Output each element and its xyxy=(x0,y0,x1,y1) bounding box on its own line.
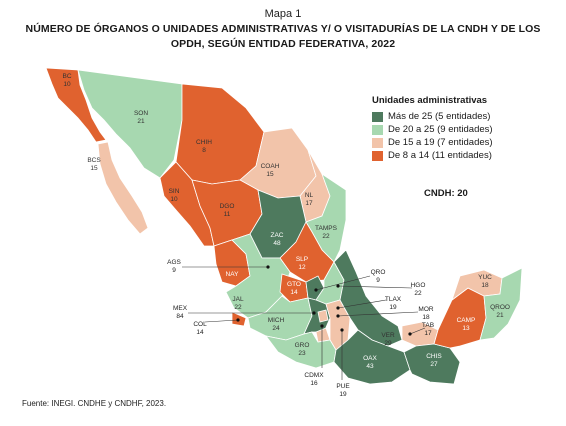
label-camp-abbr: CAMP xyxy=(457,317,476,324)
label-pue-value: 19 xyxy=(339,391,347,398)
state-qroo xyxy=(479,267,523,341)
state-chis xyxy=(403,343,461,385)
cndh-total: CNDH: 20 xyxy=(424,188,468,199)
label-son-abbr: SON xyxy=(134,110,148,117)
label-bcs-abbr: BCS xyxy=(87,157,101,164)
label-ags-value: 9 xyxy=(172,267,176,274)
label-mor-abbr: MOR xyxy=(418,306,433,313)
label-gto-abbr: GTO xyxy=(287,281,301,288)
state-gro xyxy=(265,331,337,369)
label-tamps-value: 22 xyxy=(322,233,330,240)
label-mich-value: 24 xyxy=(272,325,280,332)
legend-item: Más de 25 (5 entidades) xyxy=(372,110,532,123)
label-bc-value: 10 xyxy=(63,81,71,88)
label-camp-value: 13 xyxy=(462,325,470,332)
label-sin-abbr: SIN xyxy=(169,188,180,195)
legend-swatch xyxy=(372,137,383,148)
label-chis-value: 27 xyxy=(430,361,438,368)
legend-item: De 8 a 14 (11 entidades) xyxy=(372,149,532,162)
label-chih-abbr: CHIH xyxy=(196,139,212,146)
label-mor-value: 18 xyxy=(422,314,430,321)
legend-label: De 15 a 19 (7 entidades) xyxy=(388,137,493,148)
label-oax-value: 43 xyxy=(366,363,374,370)
label-yuc-value: 18 xyxy=(481,282,489,289)
legend-title: Unidades administrativas xyxy=(372,95,488,106)
title-block: Mapa 1 NÚMERO DE ÓRGANOS O UNIDADES ADMI… xyxy=(0,8,566,52)
label-coah-value: 15 xyxy=(266,171,274,178)
label-ver-abbr: VER xyxy=(381,332,395,339)
label-qro-abbr: QRO xyxy=(371,269,386,276)
label-tlax-abbr: TLAX xyxy=(385,296,402,303)
legend-label: De 8 a 14 (11 entidades) xyxy=(388,150,492,161)
label-oax-abbr: OAX xyxy=(363,355,377,362)
label-son-value: 21 xyxy=(137,118,145,125)
label-chis-abbr: CHIS xyxy=(426,353,442,360)
label-slp-value: 12 xyxy=(298,264,306,271)
label-zac-value: 48 xyxy=(273,240,281,247)
label-col-value: 14 xyxy=(196,329,204,336)
label-gto-value: 14 xyxy=(290,289,298,296)
label-gro-value: 23 xyxy=(298,350,306,357)
label-qroo-value: 21 xyxy=(496,312,504,319)
leader-lines xyxy=(182,266,426,380)
label-yuc-abbr: YUC xyxy=(478,274,492,281)
label-nay-abbr: NAY xyxy=(226,271,240,278)
label-slp-abbr: SLP xyxy=(296,256,308,263)
label-hgo-value: 22 xyxy=(414,290,422,297)
label-tlax-value: 19 xyxy=(389,304,397,311)
label-coah-abbr: COAH xyxy=(261,163,280,170)
legend-label: Más de 25 (5 entidades) xyxy=(388,111,491,122)
label-tab-abbr: TAB xyxy=(422,322,434,329)
legend-swatch xyxy=(372,111,383,122)
label-ags-abbr: AGS xyxy=(167,259,181,266)
label-ver-value: 29 xyxy=(384,340,392,347)
state-cdmx xyxy=(317,309,329,323)
label-hgo-abbr: HGO xyxy=(411,282,426,289)
legend-swatch xyxy=(372,124,383,135)
legend-item: De 20 a 25 (9 entidades) xyxy=(372,123,532,136)
label-col-abbr: COL xyxy=(193,321,207,328)
callout-dots xyxy=(236,265,412,336)
legend: Unidades administrativas Más de 25 (5 en… xyxy=(372,95,532,162)
source-note: Fuente: INEGI. CNDHE y CNDHF, 2023. xyxy=(22,399,167,408)
map-title: NÚMERO DE ÓRGANOS O UNIDADES ADMINISTRAT… xyxy=(25,23,541,50)
label-dgo-abbr: DGO xyxy=(220,203,235,210)
label-bc-abbr: BC xyxy=(62,73,71,80)
legend-swatch xyxy=(372,150,383,161)
label-mich-abbr: MICH xyxy=(268,317,285,324)
label-chih-value: 8 xyxy=(202,147,206,154)
state-chih xyxy=(175,83,265,185)
state-bcs xyxy=(97,141,149,235)
label-gro-abbr: GRO xyxy=(295,342,310,349)
label-mex-value: 84 xyxy=(176,313,184,320)
label-jal-abbr: JAL xyxy=(232,296,244,303)
map-label: Mapa 1 xyxy=(264,8,302,20)
legend-label: De 20 a 25 (9 entidades) xyxy=(388,124,493,135)
label-qro-value: 9 xyxy=(376,277,380,284)
label-qroo-abbr: QROO xyxy=(490,304,510,311)
label-cdmx-value: 16 xyxy=(310,380,318,387)
label-tab-value: 17 xyxy=(424,330,432,337)
label-nl-abbr: NL xyxy=(305,192,314,199)
label-jal-value: 22 xyxy=(234,304,242,311)
label-pue-abbr: PUE xyxy=(336,383,350,390)
state-ver xyxy=(333,249,403,347)
label-zac-abbr: ZAC xyxy=(271,232,284,239)
legend-item: De 15 a 19 (7 entidades) xyxy=(372,136,532,149)
label-dgo-value: 11 xyxy=(224,211,231,218)
label-tamps-abbr: TAMPS xyxy=(315,225,338,232)
label-bcs-value: 15 xyxy=(90,165,98,172)
label-mex-abbr: MEX xyxy=(173,305,188,312)
label-cdmx-abbr: CDMX xyxy=(304,372,324,379)
state-bc xyxy=(45,67,107,143)
label-nl-value: 17 xyxy=(305,200,313,207)
label-sin-value: 10 xyxy=(170,196,178,203)
